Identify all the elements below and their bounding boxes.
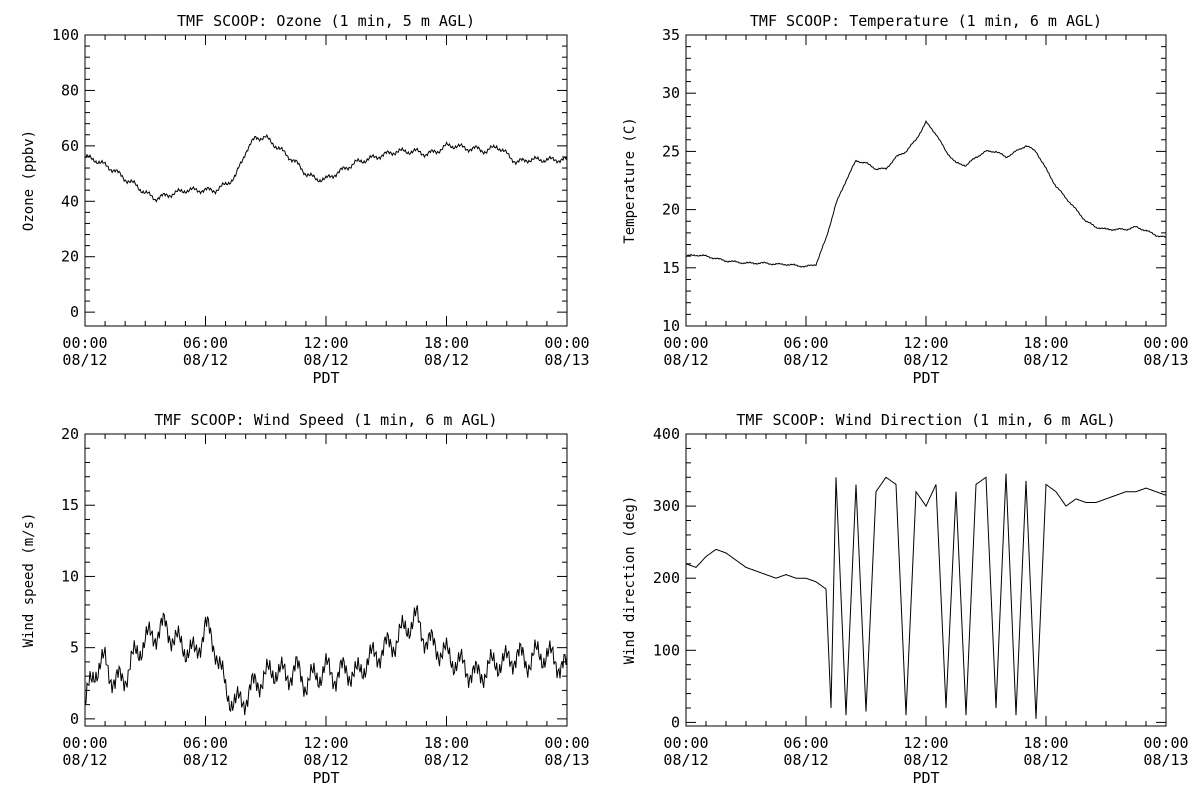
y-tick-label: 35 — [662, 26, 680, 44]
x-tick-date-label: 08/12 — [424, 751, 469, 769]
x-tick-date-label: 08/12 — [1023, 351, 1068, 369]
x-tick-time-label: 00:00 — [62, 334, 107, 352]
x-tick-time-label: 00:00 — [544, 734, 589, 752]
x-tick-date-label: 08/13 — [544, 351, 589, 369]
y-tick-label: 30 — [662, 84, 680, 102]
x-tick-date-label: 08/12 — [62, 351, 107, 369]
x-tick-time-label: 06:00 — [183, 334, 228, 352]
x-tick-time-label: 00:00 — [663, 334, 708, 352]
series-line — [685, 473, 1167, 719]
series-line — [84, 605, 568, 716]
chart-panel-3: TMF SCOOP: Wind Speed (1 min, 6 m AGL) Wi… — [21, 411, 590, 787]
x-tick-date-label: 08/12 — [1023, 751, 1068, 769]
y-tick-label: 10 — [61, 567, 79, 585]
x-tick-time-label: 00:00 — [1143, 334, 1188, 352]
x-tick-time-label: 06:00 — [783, 734, 828, 752]
y-tick-label: 200 — [653, 569, 680, 587]
x-tick-date-label: 08/12 — [783, 351, 828, 369]
x-tick-time-label: 12:00 — [303, 734, 348, 752]
y-tick-label: 100 — [52, 26, 79, 44]
x-tick-date-label: 08/13 — [544, 751, 589, 769]
x-tick-time-label: 18:00 — [1023, 734, 1068, 752]
y-tick-label: 60 — [61, 137, 79, 155]
x-tick-date-label: 08/12 — [303, 751, 348, 769]
y-tick-label: 0 — [70, 303, 79, 321]
y-tick-label: 25 — [662, 142, 680, 160]
x-tick-time-label: 00:00 — [544, 334, 589, 352]
chart-panel-1: TMF SCOOP: Ozone (1 min, 5 m AGL) Ozone (… — [21, 12, 590, 387]
y-tick-label: 5 — [70, 639, 79, 657]
x-tick-date-label: 08/12 — [903, 751, 948, 769]
plot-frame — [685, 34, 1167, 327]
x-tick-date-label: 08/12 — [903, 351, 948, 369]
y-tick-label: 15 — [662, 259, 680, 277]
y-tick-label: 40 — [61, 192, 79, 210]
x-tick-date-label: 08/12 — [783, 751, 828, 769]
y-tick-label: 300 — [653, 497, 680, 515]
x-tick-time-label: 18:00 — [424, 334, 469, 352]
x-tick-time-label: 00:00 — [62, 734, 107, 752]
x-tick-date-label: 08/12 — [62, 751, 107, 769]
x-tick-time-label: 18:00 — [1023, 334, 1068, 352]
chart-title: TMF SCOOP: Temperature (1 min, 6 m AGL) — [750, 12, 1102, 30]
series-line — [84, 133, 568, 203]
x-tick-date-label: 08/12 — [663, 351, 708, 369]
y-tick-label: 400 — [653, 425, 680, 443]
chart-title: TMF SCOOP: Wind Speed (1 min, 6 m AGL) — [154, 411, 497, 429]
y-tick-label: 20 — [662, 201, 680, 219]
x-tick-date-label: 08/13 — [1143, 751, 1188, 769]
x-tick-date-label: 08/12 — [424, 351, 469, 369]
y-tick-label: 0 — [671, 713, 680, 731]
chart-panel-2: TMF SCOOP: Temperature (1 min, 6 m AGL) T… — [622, 12, 1189, 387]
x-tick-date-label: 08/13 — [1143, 351, 1188, 369]
chart-title: TMF SCOOP: Wind Direction (1 min, 6 m AG… — [736, 411, 1115, 429]
x-tick-time-label: 06:00 — [183, 734, 228, 752]
series-line — [685, 120, 1167, 268]
x-tick-time-label: 12:00 — [303, 334, 348, 352]
x-axis-label: PDT — [312, 369, 339, 387]
chart-panel-4: TMF SCOOP: Wind Direction (1 min, 6 m AG… — [622, 411, 1189, 787]
x-tick-time-label: 06:00 — [783, 334, 828, 352]
y-axis-label: Wind direction (deg) — [622, 496, 638, 665]
x-tick-date-label: 08/12 — [303, 351, 348, 369]
x-tick-time-label: 18:00 — [424, 734, 469, 752]
x-tick-time-label: 12:00 — [903, 334, 948, 352]
y-tick-label: 80 — [61, 81, 79, 99]
x-tick-date-label: 08/12 — [663, 751, 708, 769]
y-axis-label: Temperature (C) — [622, 117, 638, 243]
x-tick-date-label: 08/12 — [183, 751, 228, 769]
x-tick-time-label: 00:00 — [663, 734, 708, 752]
x-axis-label: PDT — [312, 769, 339, 787]
y-tick-label: 10 — [662, 317, 680, 335]
y-tick-label: 0 — [70, 710, 79, 728]
plot-frame — [84, 433, 568, 727]
x-axis-label: PDT — [912, 369, 939, 387]
y-tick-label: 20 — [61, 425, 79, 443]
plot-frame — [84, 34, 568, 327]
x-tick-time-label: 12:00 — [903, 734, 948, 752]
plot-frame — [685, 433, 1167, 727]
y-axis-label: Ozone (ppbv) — [21, 130, 37, 231]
y-axis-label: Wind speed (m/s) — [21, 513, 37, 648]
x-tick-time-label: 00:00 — [1143, 734, 1188, 752]
x-axis-label: PDT — [912, 769, 939, 787]
x-tick-date-label: 08/12 — [183, 351, 228, 369]
chart-title: TMF SCOOP: Ozone (1 min, 5 m AGL) — [177, 12, 475, 30]
y-tick-label: 15 — [61, 496, 79, 514]
y-tick-label: 20 — [61, 248, 79, 266]
y-tick-label: 100 — [653, 641, 680, 659]
